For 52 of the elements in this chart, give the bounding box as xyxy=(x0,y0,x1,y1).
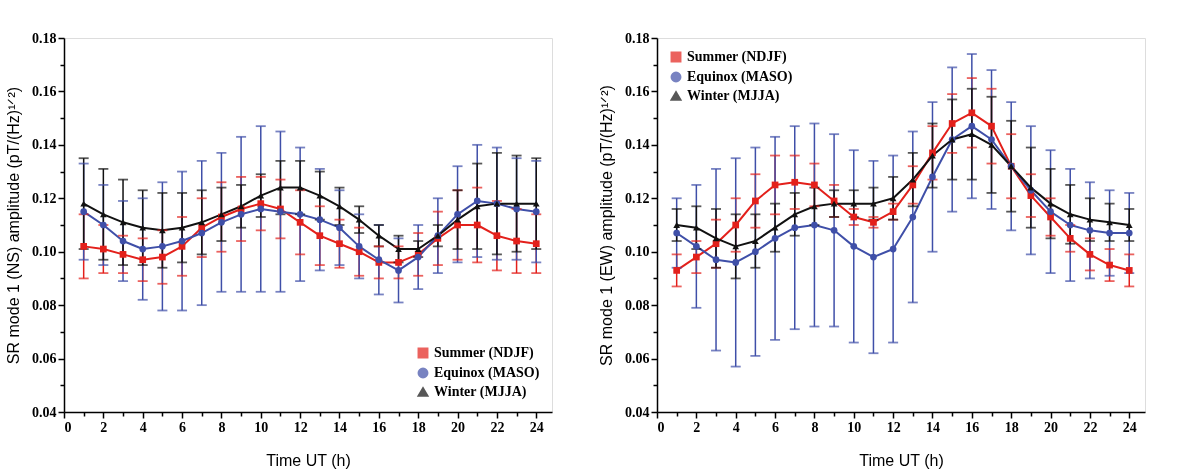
x-tick-label: 6 xyxy=(179,419,187,435)
y-tick-label: 0.14 xyxy=(625,137,650,153)
x-tick-label: 18 xyxy=(1004,419,1019,435)
x-tick-label: 6 xyxy=(772,419,780,435)
x-tick-label: 14 xyxy=(332,419,347,435)
y-tick-label: 0.04 xyxy=(32,404,57,420)
x-tick-label: 22 xyxy=(1083,419,1098,435)
x-tick-label: 2 xyxy=(693,419,701,435)
x-tick-label: 20 xyxy=(1044,419,1059,435)
x-tick-label: 0 xyxy=(64,419,72,435)
x-tick-label: 0 xyxy=(657,419,665,435)
x-tick-label: 16 xyxy=(372,419,387,435)
y-tick-label: 0.10 xyxy=(625,244,650,260)
y-tick-label: 0.12 xyxy=(32,190,57,206)
x-tick-label: 8 xyxy=(811,419,819,435)
y-tick-label: 0.14 xyxy=(32,137,57,153)
x-tick-label: 20 xyxy=(451,419,466,435)
y-tick-label: 0.10 xyxy=(32,244,57,260)
x-tick-label: 12 xyxy=(886,419,901,435)
x-tick-label: 12 xyxy=(293,419,308,435)
x-tick-label: 14 xyxy=(925,419,940,435)
x-tick-label: 10 xyxy=(254,419,269,435)
x-tick-label: 2 xyxy=(100,419,108,435)
x-tick-label: 4 xyxy=(139,419,147,435)
x-tick-label: 10 xyxy=(847,419,862,435)
x-tick-label: 22 xyxy=(490,419,505,435)
y-tick-label: 0.08 xyxy=(625,297,650,313)
x-tick-label: 24 xyxy=(529,419,544,435)
y-tick-label: 0.06 xyxy=(32,351,57,367)
y-tick-label: 0.18 xyxy=(32,30,57,46)
x-axis-title: Time UT (h) xyxy=(266,451,351,469)
x-tick-label: 24 xyxy=(1122,419,1137,435)
legend-label: Equinox (MASO) xyxy=(687,69,793,85)
legend-label: Summer (NDJF) xyxy=(687,49,788,65)
y-tick-label: 0.18 xyxy=(625,30,650,46)
y-tick-label: 0.16 xyxy=(625,83,650,99)
x-tick-label: 8 xyxy=(218,419,226,435)
y-tick-label: 0.16 xyxy=(32,83,57,99)
x-axis-title: Time UT (h) xyxy=(859,451,944,469)
legend-label: Winter (MJJA) xyxy=(434,384,527,400)
y-tick-label: 0.06 xyxy=(625,351,650,367)
y-tick-label: 0.08 xyxy=(32,297,57,313)
y-axis-title: SR mode 1 (EW) amplitude (pT/(Hz)¹ᐟ²) xyxy=(598,85,615,366)
legend-label: Summer (NDJF) xyxy=(434,345,535,361)
x-tick-label: 16 xyxy=(965,419,980,435)
y-axis-title: SR mode 1 (NS) amplitude (pT/(Hz)¹ᐟ²) xyxy=(5,86,22,365)
y-tick-label: 0.12 xyxy=(625,190,650,206)
x-tick-label: 18 xyxy=(411,419,426,435)
legend-label: Equinox (MASO) xyxy=(434,365,540,381)
x-tick-label: 4 xyxy=(732,419,740,435)
legend-label: Winter (MJJA) xyxy=(687,88,780,104)
y-tick-label: 0.04 xyxy=(625,404,650,420)
